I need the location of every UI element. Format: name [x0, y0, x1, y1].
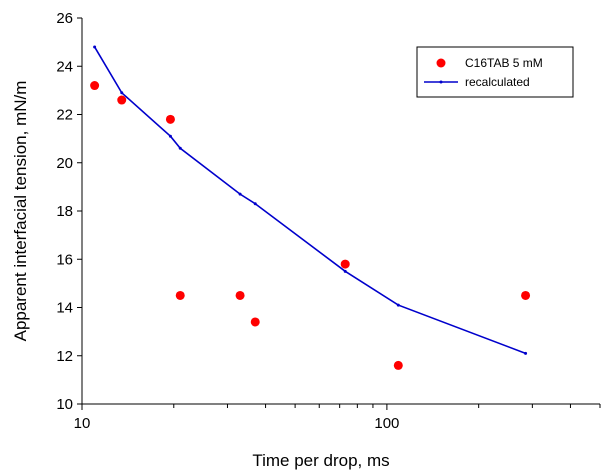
- line-point: [524, 351, 528, 355]
- data-point: [90, 81, 100, 91]
- y-tick-label: 16: [56, 251, 73, 268]
- data-point: [250, 317, 260, 327]
- y-tick-label: 12: [56, 348, 73, 365]
- legend-dot-marker: [436, 58, 446, 68]
- line-point: [178, 146, 182, 150]
- data-point: [117, 95, 127, 105]
- line-point: [396, 303, 400, 307]
- legend-label: C16TAB 5 mM: [465, 56, 543, 70]
- line-point: [343, 269, 347, 273]
- legend-label: recalculated: [465, 75, 530, 89]
- y-tick-label: 24: [56, 58, 73, 75]
- data-point: [165, 114, 175, 124]
- x-axis-label: Time per drop, ms: [252, 451, 389, 470]
- legend-box: [416, 46, 574, 98]
- data-point: [521, 290, 531, 300]
- y-tick-label: 22: [56, 107, 73, 124]
- data-point: [393, 360, 403, 370]
- data-point: [340, 259, 350, 269]
- data-point: [175, 290, 185, 300]
- series-layer: [90, 45, 531, 370]
- line-point: [93, 45, 97, 49]
- line-point: [168, 134, 172, 138]
- line-point: [253, 202, 257, 206]
- line-point: [120, 91, 124, 95]
- x-tick-label: 100: [374, 415, 399, 432]
- x-axis-ticks: 10 100: [74, 404, 601, 432]
- y-tick-label: 26: [56, 10, 73, 27]
- legend-line-point: [439, 80, 443, 84]
- data-point: [235, 290, 245, 300]
- line-point: [238, 192, 242, 196]
- y-tick-label: 20: [56, 155, 73, 172]
- legend: C16TAB 5 mM recalculated: [416, 46, 574, 98]
- x-tick-label: 10: [74, 415, 91, 432]
- y-tick-label: 10: [56, 396, 73, 413]
- y-axis-ticks: 10 12 14 16 18 20 22 24 26: [56, 10, 82, 413]
- y-tick-label: 18: [56, 203, 73, 220]
- y-tick-label: 14: [56, 300, 73, 317]
- y-axis-label: Apparent interfacial tension, mN/m: [11, 81, 30, 342]
